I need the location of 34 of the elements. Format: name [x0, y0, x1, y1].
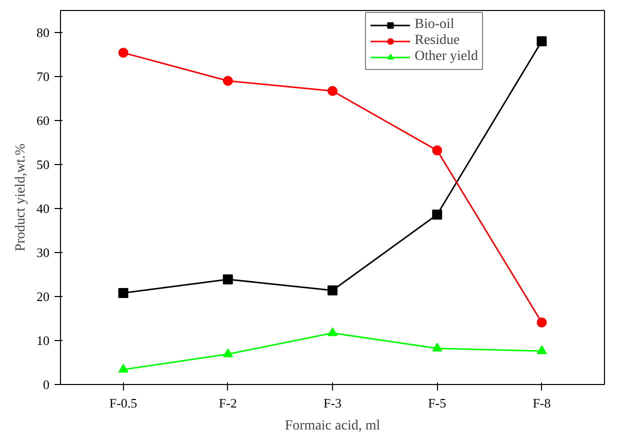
legend-label: Bio-oil: [414, 17, 454, 33]
x-tick-label: F-3: [323, 396, 342, 410]
legend-label: Residue: [414, 33, 460, 49]
y-tick-label: 60: [36, 113, 50, 128]
x-tick-label: F-2: [218, 396, 237, 410]
point: [118, 288, 128, 298]
point: [118, 364, 128, 373]
y-tick-label: 80: [36, 25, 50, 40]
x-tick-label: F-0.5: [109, 396, 138, 410]
point: [432, 342, 442, 352]
legend-label: Other yield: [414, 49, 478, 65]
point: [432, 210, 442, 220]
y-axis-title: Product yield,wt.%: [14, 143, 28, 252]
point: [222, 274, 233, 284]
y-tick-label: 70: [36, 69, 50, 84]
point: [118, 48, 128, 58]
point: [536, 36, 547, 46]
point: [222, 348, 233, 358]
y-tick-label: 50: [36, 157, 50, 172]
point: [432, 145, 442, 156]
y-tick-label: 20: [36, 289, 50, 304]
point: [536, 345, 547, 354]
x-tick-label: F-5: [428, 396, 446, 410]
point: [536, 317, 547, 328]
x-tick-label: F-8: [532, 396, 551, 410]
point: [328, 86, 338, 96]
point: [328, 327, 338, 336]
x-axis-title: Formaic acid, ml: [284, 418, 380, 434]
y-tick-label: 30: [36, 245, 50, 260]
point: [328, 285, 338, 296]
y-tick-label: 0: [43, 377, 50, 392]
y-tick-label: 10: [36, 333, 50, 348]
y-tick-label: 40: [36, 201, 50, 216]
point: [222, 76, 233, 86]
